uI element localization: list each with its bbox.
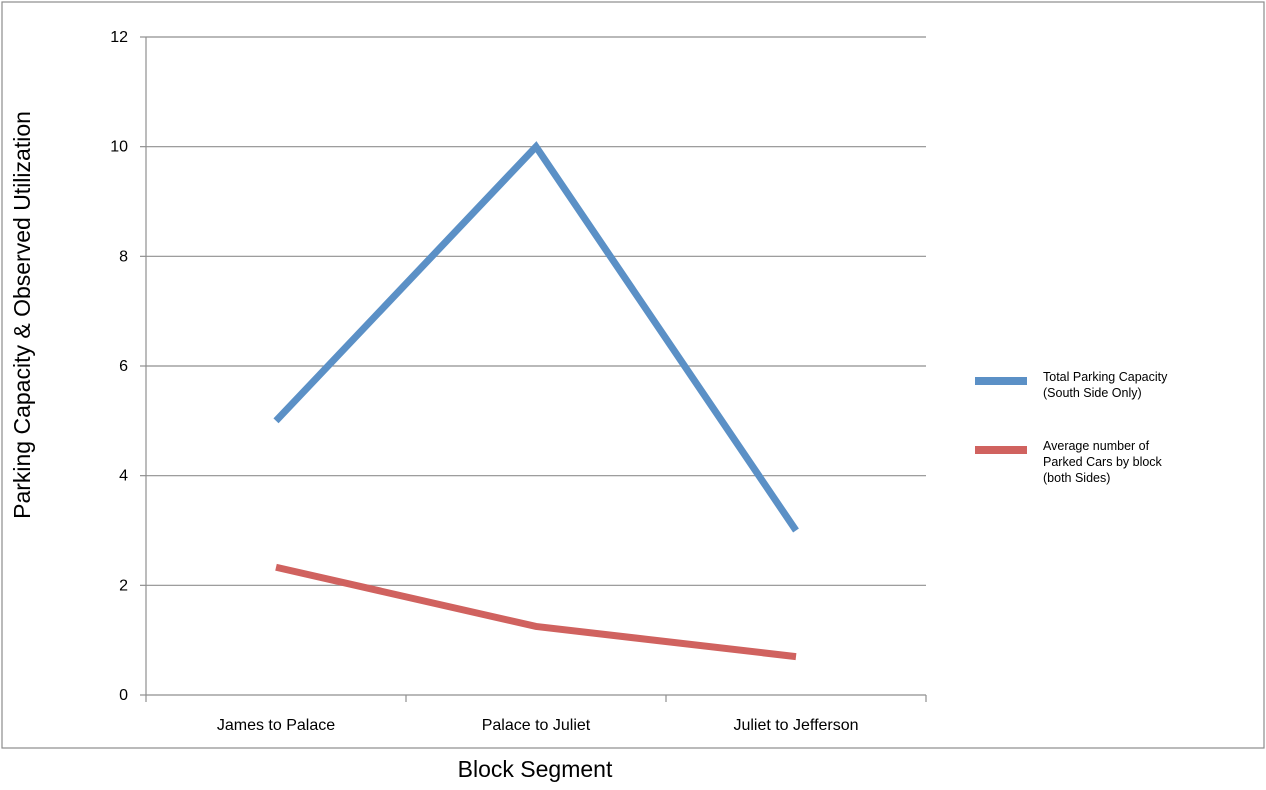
y-tick-label: 4 <box>119 468 128 485</box>
y-tick-label: 12 <box>110 29 128 46</box>
chart-frame <box>1 1 1265 749</box>
x-tick-label: Juliet to Jefferson <box>733 717 858 734</box>
legend-swatch <box>975 377 1027 385</box>
legend-label: (both Sides) <box>1043 471 1110 485</box>
x-axis-title: Block Segment <box>458 756 613 782</box>
legend-label: Average number of <box>1043 439 1150 453</box>
y-axis-title: Parking Capacity & Observed Utilization <box>9 111 35 519</box>
legend: Total Parking Capacity (South Side Only) A… <box>975 370 1168 485</box>
x-tick-label: James to Palace <box>217 717 335 734</box>
y-tick-label: 10 <box>110 139 128 156</box>
axes: 0 2 4 6 8 10 12 James to Palace Palace to Juliet… <box>110 29 927 734</box>
y-tick-label: 8 <box>119 248 128 265</box>
y-tick-label: 2 <box>119 577 128 594</box>
y-tick-label: 6 <box>119 358 128 375</box>
legend-label: Total Parking Capacity <box>1043 370 1168 384</box>
legend-swatch <box>975 446 1027 454</box>
series-lines <box>273 141 799 661</box>
y-tick-label: 0 <box>119 687 128 704</box>
legend-label: Parked Cars by block <box>1043 455 1163 469</box>
legend-label: (South Side Only) <box>1043 386 1142 400</box>
x-tick-label: Palace to Juliet <box>482 717 591 734</box>
